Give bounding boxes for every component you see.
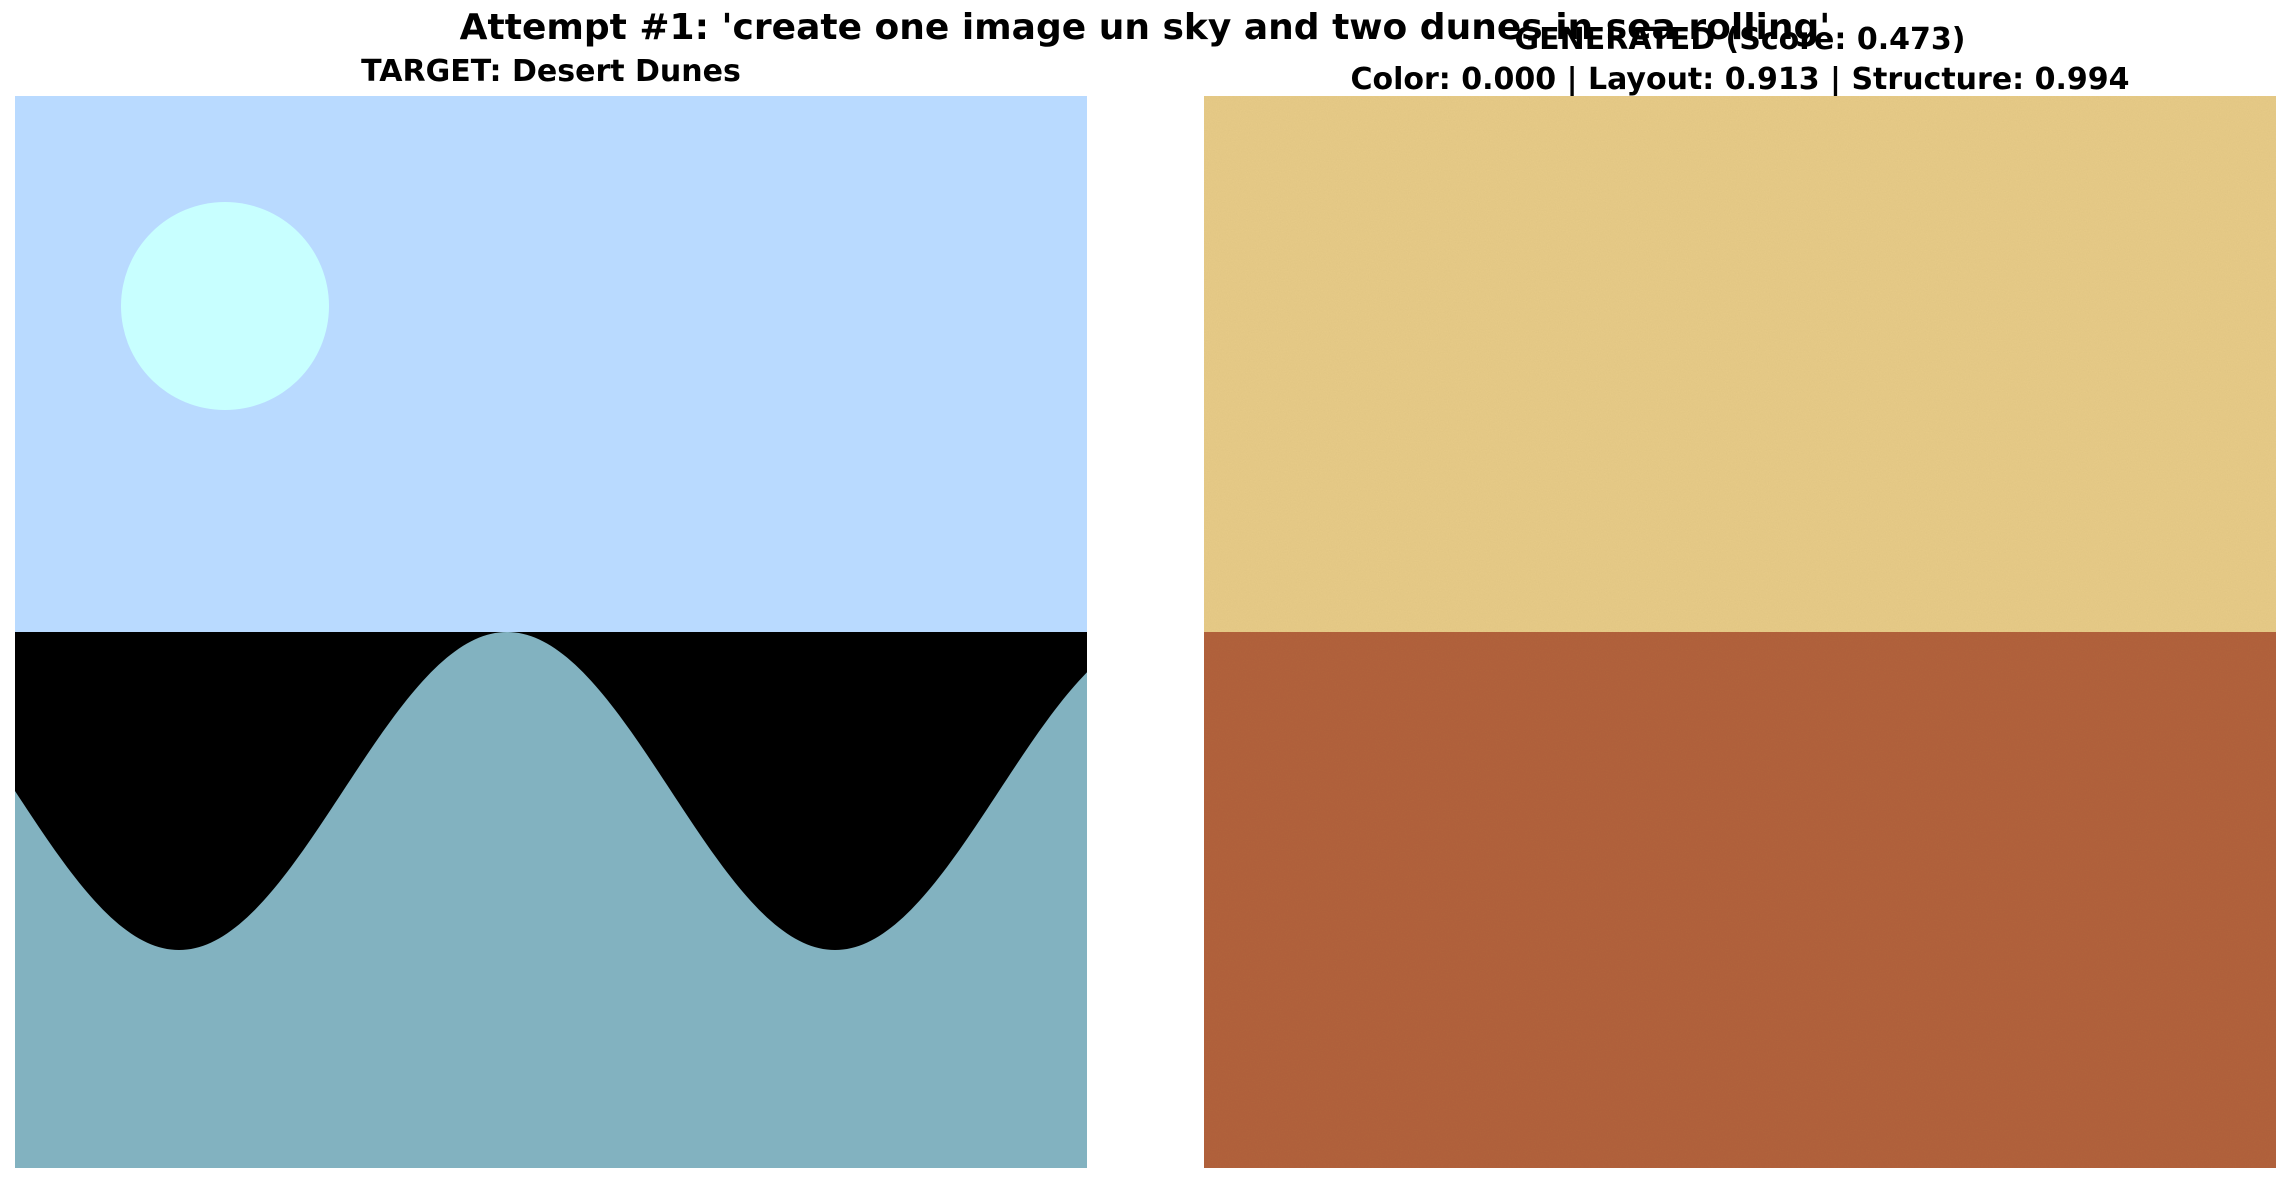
generated-panel-title: GENERATED (Score: 0.473) Color: 0.000 | … [1204,20,2276,100]
figure-suptitle: Attempt #1: 'create one image un sky and… [459,7,1831,48]
generated-metrics-label: Color: 0.000 | Layout: 0.913 | Structure… [1350,62,2130,97]
target-sun [121,202,329,410]
target-image [15,96,1087,1168]
generated-score-label: GENERATED (Score: 0.473) [1514,22,1966,57]
target-panel-title: TARGET: Desert Dunes [361,54,741,89]
target-sea-wave [15,632,1087,1168]
generated-upper-band [1204,96,2276,632]
generated-image-canvas [1204,96,2276,1168]
generated-image [1204,96,2276,1168]
generated-lower-band [1204,632,2276,1168]
target-image-canvas [15,96,1087,1168]
